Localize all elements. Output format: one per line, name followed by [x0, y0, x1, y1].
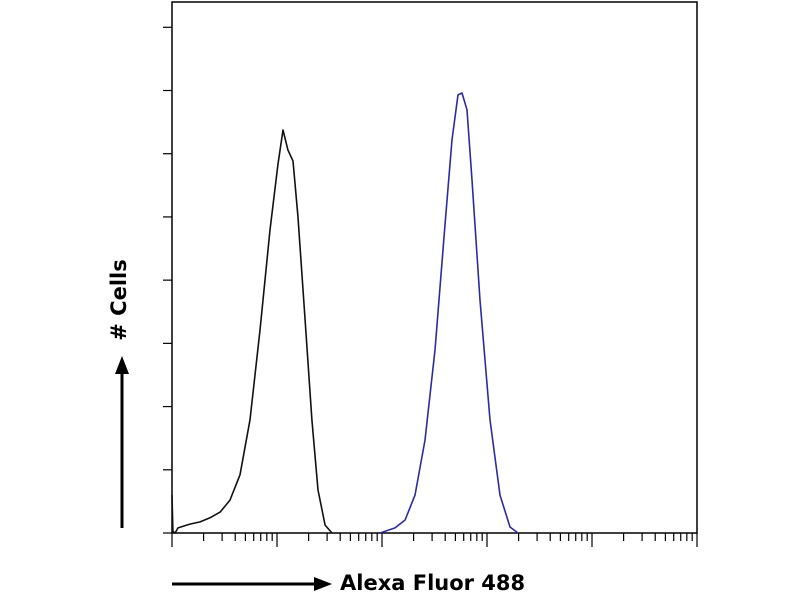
x-arrow-head [314, 577, 332, 591]
y-arrow-head [115, 356, 129, 374]
histogram-line [379, 92, 519, 534]
y-axis-label: # Cells [107, 259, 131, 340]
histogram-line [171, 129, 333, 534]
x-axis-label: Alexa Fluor 488 [340, 571, 525, 595]
plot-frame [171, 1, 698, 534]
